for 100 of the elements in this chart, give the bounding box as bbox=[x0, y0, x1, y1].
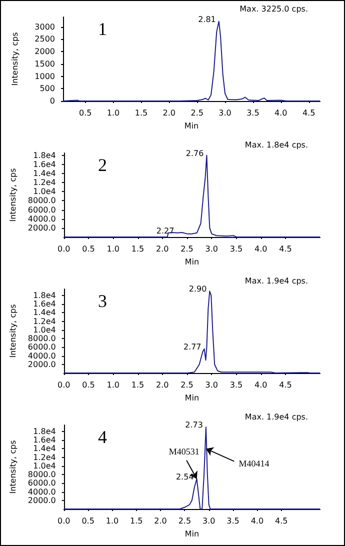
line-series bbox=[63, 290, 320, 374]
x-tick-label: 0.5 bbox=[82, 516, 94, 526]
x-tick-label: 1.5 bbox=[130, 516, 143, 526]
x-tick-label: 2.5 bbox=[180, 380, 194, 390]
y-tick-label: 3000 bbox=[34, 22, 55, 32]
y-tick-label: 6000.0 bbox=[28, 342, 56, 352]
y-tick-label: 8000.0 bbox=[28, 334, 56, 344]
x-axis-title: Min bbox=[184, 393, 200, 402]
x-tick-label: 2.0 bbox=[154, 516, 167, 526]
x-tick-label: 2.5 bbox=[178, 516, 192, 526]
y-tick-label: 1.4e4 bbox=[33, 444, 56, 454]
y-tick-label: 2000 bbox=[34, 47, 55, 56]
x-tick-label: 3.0 bbox=[218, 108, 232, 118]
x-tick-label: 3.5 bbox=[230, 244, 243, 254]
y-tick-label: 8000.0 bbox=[28, 196, 56, 206]
x-tick-label: 3.5 bbox=[226, 516, 240, 526]
y-tick-label: 1.4e4 bbox=[33, 308, 56, 318]
x-tick-label: 4.0 bbox=[254, 380, 268, 390]
y-tick-label: 2000.0 bbox=[28, 360, 56, 369]
x-tick-label: 0.0 bbox=[58, 516, 70, 526]
x-tick-label: 4.5 bbox=[274, 516, 288, 526]
text: Max. 1.9e4 cps. bbox=[244, 276, 308, 286]
x-tick-label: 1.5 bbox=[131, 380, 144, 390]
y-tick-label: 1000 bbox=[34, 72, 55, 81]
y-axis-title: Intensity, cps bbox=[10, 32, 20, 86]
x-tick-label: 1.0 bbox=[106, 516, 119, 526]
y-tick-label: 1.6e4 bbox=[33, 160, 56, 169]
annotation: 2.73 bbox=[185, 420, 203, 430]
annotation: 2.77 bbox=[183, 342, 202, 352]
line-series bbox=[62, 20, 320, 102]
annotation: 2.76 bbox=[186, 148, 204, 158]
x-tick-label: 1.0 bbox=[106, 380, 120, 390]
text: Max. 1.8e4 cps. bbox=[244, 140, 308, 150]
x-tick-label: 0.5 bbox=[82, 380, 95, 390]
y-tick-label: 4000.0 bbox=[28, 214, 56, 224]
x-tick-label: 1.0 bbox=[106, 108, 120, 118]
y-tick-label: 1.2e4 bbox=[33, 316, 56, 326]
y-tick-label: 1.6e4 bbox=[33, 300, 56, 309]
x-tick-label: 2.0 bbox=[156, 244, 169, 254]
y-tick-label: 1.8e4 bbox=[33, 150, 56, 160]
y-tick-label: 1.0e4 bbox=[33, 187, 56, 196]
x-tick-label: 0.5 bbox=[78, 108, 92, 118]
x-axis-title: Min bbox=[184, 257, 200, 266]
y-tick-label: 6000.0 bbox=[28, 478, 56, 488]
x-axis-title: Min bbox=[184, 121, 199, 130]
x-tick-label: 4.0 bbox=[254, 244, 268, 254]
y-tick-label: 1.0e4 bbox=[33, 325, 56, 334]
x-tick-label: 4.5 bbox=[279, 380, 292, 390]
text: Max. 1.9e4 cps. bbox=[244, 412, 308, 422]
x-tick-label: 2.0 bbox=[156, 380, 169, 390]
y-tick-label: 1.2e4 bbox=[33, 178, 56, 188]
y-tick-label: 2000.0 bbox=[28, 223, 56, 232]
x-tick-label: 0.5 bbox=[82, 244, 95, 254]
x-tick-label: 1.0 bbox=[106, 244, 120, 254]
y-tick-label: 1.8e4 bbox=[33, 290, 56, 300]
x-tick-label: 2.0 bbox=[162, 108, 176, 118]
y-tick-label: 1500 bbox=[34, 59, 55, 68]
y-tick-label: 1.6e4 bbox=[33, 436, 56, 445]
x-tick-label: 2.5 bbox=[190, 108, 204, 118]
x-tick-label: 3.0 bbox=[205, 380, 218, 390]
annotation: 2.54 bbox=[176, 472, 194, 482]
x-tick-label: 3.0 bbox=[202, 516, 216, 526]
y-tick-label: 8000.0 bbox=[28, 470, 56, 480]
annotation: 2.90 bbox=[188, 284, 207, 294]
annotation: M40531 bbox=[168, 446, 200, 456]
x-tick-label: 4.5 bbox=[302, 108, 316, 118]
annotation: 2.27 bbox=[156, 226, 174, 236]
y-tick-label: 1.2e4 bbox=[33, 452, 56, 462]
x-axis-title: Min bbox=[184, 529, 200, 538]
x-tick-label: 4.0 bbox=[274, 108, 288, 118]
y-tick-label: 6000.0 bbox=[28, 205, 56, 214]
annotation: M40414 bbox=[238, 458, 270, 468]
x-tick-label: 1.5 bbox=[131, 244, 144, 254]
annotation: 2.81 bbox=[198, 14, 216, 24]
x-tick-label: 0.0 bbox=[58, 244, 70, 254]
y-axis-title: Intensity, cps bbox=[8, 168, 18, 222]
y-tick-label: 1.0e4 bbox=[33, 461, 56, 470]
y-axis-title: Intensity, cps bbox=[8, 440, 18, 494]
x-tick-label: 4.5 bbox=[279, 244, 292, 254]
y-tick-label: 2000.0 bbox=[28, 496, 56, 505]
x-tick-label: 1.5 bbox=[134, 108, 148, 118]
text: Max. 3225.0 cps. bbox=[240, 4, 308, 14]
chart-title: 1 bbox=[98, 19, 107, 39]
x-tick-label: 3.0 bbox=[205, 244, 218, 254]
y-tick-label: 4000.0 bbox=[28, 351, 56, 360]
chart-title: 2 bbox=[98, 155, 107, 175]
y-tick-label: 1.4e4 bbox=[33, 168, 56, 178]
y-tick-label: 2500 bbox=[34, 34, 55, 44]
x-tick-label: 2.5 bbox=[180, 244, 194, 254]
y-tick-label: 0 bbox=[50, 96, 55, 106]
line-series bbox=[63, 426, 320, 510]
x-tick-label: 4.0 bbox=[250, 516, 264, 526]
x-tick-label: 3.5 bbox=[246, 108, 260, 118]
chart-title: 3 bbox=[98, 291, 107, 311]
x-tick-label: 3.5 bbox=[230, 380, 243, 390]
y-tick-label: 500 bbox=[40, 84, 55, 94]
x-tick-label: 0.0 bbox=[58, 380, 70, 390]
y-tick-label: 4000.0 bbox=[28, 487, 56, 496]
chart-title: 4 bbox=[98, 427, 107, 447]
line-series bbox=[63, 154, 320, 238]
